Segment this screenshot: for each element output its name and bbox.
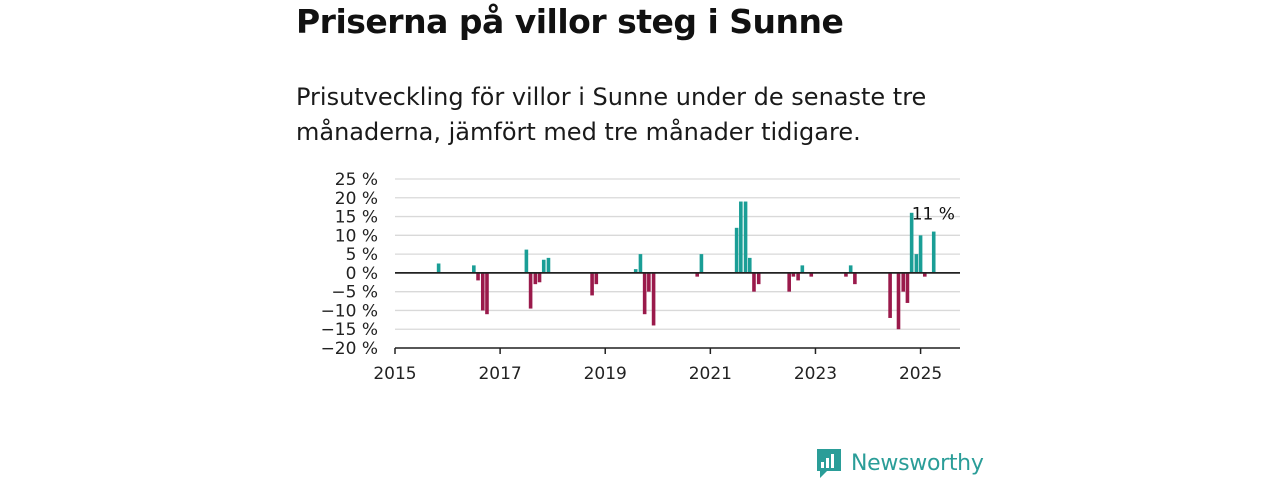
bar <box>699 254 704 273</box>
bar <box>485 272 489 315</box>
bar <box>909 212 914 273</box>
bar <box>695 272 700 277</box>
axes <box>394 271 960 354</box>
bar <box>853 272 857 285</box>
y-tick-label: 20 % <box>335 189 378 209</box>
bar <box>642 272 647 315</box>
chart-subtitle: Prisutveckling för villor i Sunne under … <box>296 83 927 146</box>
bar <box>647 272 651 292</box>
x-tick-label: 2021 <box>689 364 732 384</box>
brand-logo: Newsworthy <box>815 446 984 480</box>
bar <box>848 265 853 273</box>
bar-chart: 25 %20 %15 %10 %5 %0 %−5 %−10 %−15 %−20 … <box>321 170 960 384</box>
bar <box>888 272 892 318</box>
bar <box>651 272 656 326</box>
bar <box>480 272 485 311</box>
y-tick-label: −10 % <box>321 301 378 321</box>
bar <box>533 272 538 285</box>
y-tick-label: 0 % <box>346 264 378 284</box>
bar <box>541 259 546 273</box>
y-tick-label: 10 % <box>335 226 378 246</box>
bar <box>739 201 743 273</box>
bar <box>436 263 441 273</box>
y-tick-label: 15 % <box>335 208 378 228</box>
bar <box>546 257 551 273</box>
bar <box>901 272 906 292</box>
bar <box>537 272 542 283</box>
bar <box>638 254 643 273</box>
bar <box>752 272 756 292</box>
bar <box>896 272 901 330</box>
y-tick-label: 5 % <box>346 245 378 265</box>
x-tick-label: 2023 <box>794 364 837 384</box>
bar <box>524 249 529 273</box>
x-tick-label: 2015 <box>373 364 416 384</box>
bar <box>734 227 739 273</box>
x-axis-labels: 2015 2017 2019 2021 2023 2025 <box>373 364 942 384</box>
bar <box>791 272 796 277</box>
bar <box>590 272 594 296</box>
bar <box>796 272 800 281</box>
bar <box>747 257 752 273</box>
bar <box>931 231 936 273</box>
bar <box>633 269 638 273</box>
bar <box>756 272 761 285</box>
grid-lines <box>395 178 960 349</box>
bar <box>905 272 910 303</box>
bar <box>918 235 923 273</box>
newsworthy-logo-icon <box>817 449 841 478</box>
y-axis-labels: 25 %20 %15 %10 %5 %0 %−5 %−10 %−15 %−20 … <box>321 170 378 359</box>
bar <box>476 272 480 281</box>
x-tick-label: 2019 <box>584 364 627 384</box>
y-tick-label: −15 % <box>321 320 378 340</box>
brand-name: Newsworthy <box>851 450 984 476</box>
data-label-latest: 11 % <box>912 205 955 225</box>
chart-title: Priserna på villor steg i Sunne <box>296 2 844 41</box>
bar <box>800 265 805 273</box>
bar <box>743 201 748 273</box>
bar <box>844 272 848 277</box>
annotations: 11 % <box>912 205 955 225</box>
bar <box>528 272 533 309</box>
bar <box>594 272 599 285</box>
bars <box>436 201 936 330</box>
y-tick-label: −20 % <box>321 339 378 359</box>
x-tick-label: 2025 <box>899 364 942 384</box>
bar <box>787 272 791 292</box>
bar <box>809 272 814 277</box>
bar <box>914 254 919 273</box>
bar <box>472 265 476 273</box>
y-tick-label: 25 % <box>335 170 378 190</box>
y-tick-label: −5 % <box>331 283 378 303</box>
x-tick-label: 2017 <box>478 364 521 384</box>
bar <box>922 272 927 277</box>
